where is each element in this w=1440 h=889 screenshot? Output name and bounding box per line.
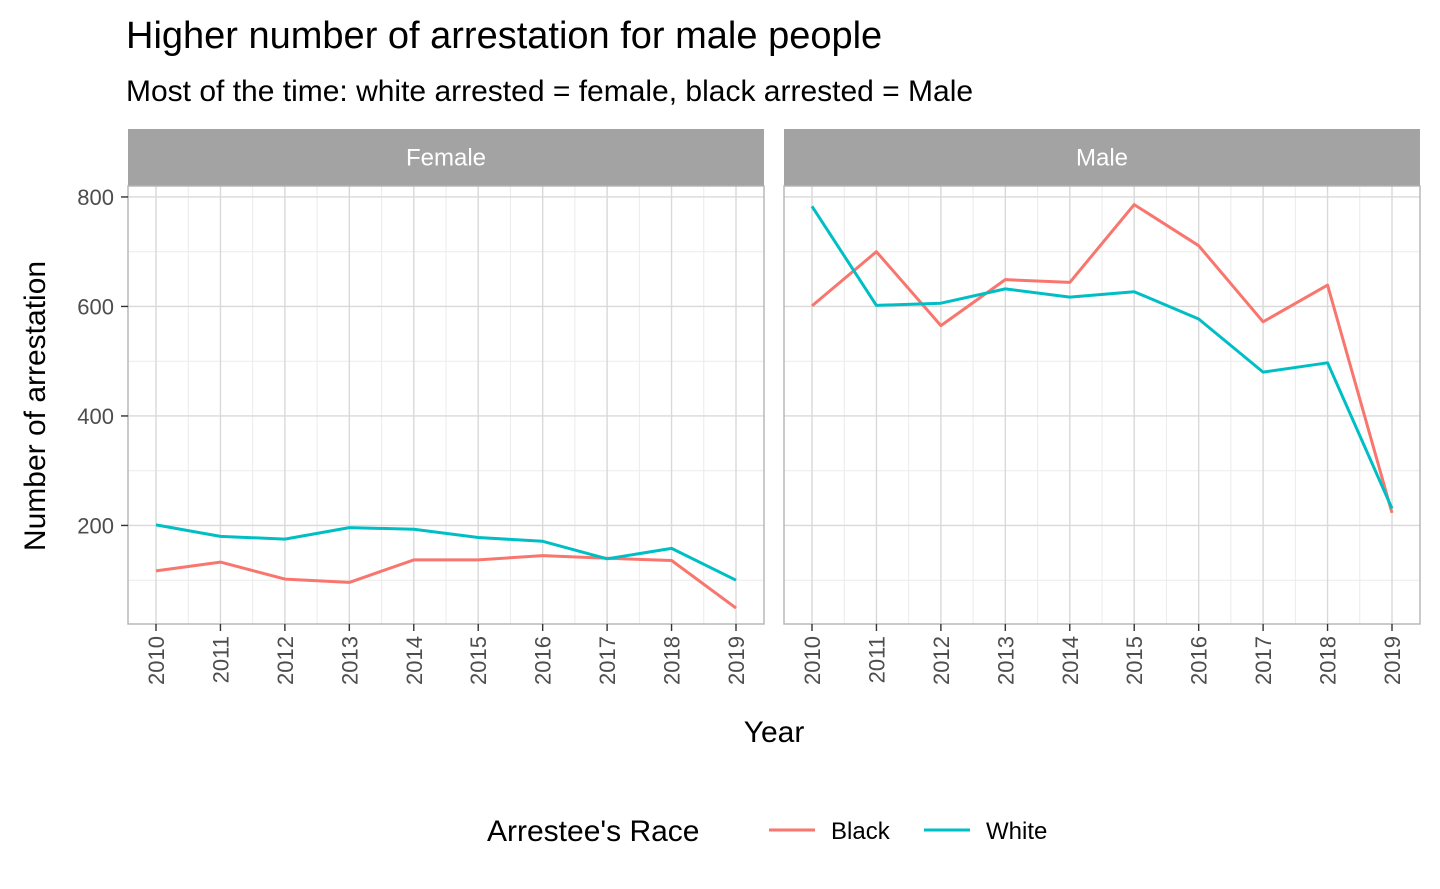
- x-tick-label: 2017: [595, 636, 620, 685]
- x-tick-label: 2019: [1380, 636, 1405, 685]
- x-tick-label: 2010: [800, 636, 825, 685]
- facet-strip: [784, 129, 1420, 186]
- y-tick-label: 600: [77, 294, 114, 319]
- panel-border: [783, 185, 1421, 625]
- y-tick-label: 200: [77, 513, 114, 538]
- chart-subtitle: Most of the time: white arrested = femal…: [126, 75, 973, 108]
- legend-label-white: White: [986, 818, 1047, 845]
- x-tick-label: 2011: [208, 636, 233, 683]
- y-tick-label: 800: [77, 185, 114, 210]
- legend-title: Arrestee's Race: [487, 815, 699, 848]
- facet-panel-male: Male 2010 2011 2012 2013 2014 2015 2016 2017 2018…: [783, 129, 1421, 685]
- facet-panels: Female 2010 2011 2012 2013 2014 2015 2016 2017 20…: [77, 129, 1421, 685]
- x-tick-label: 2018: [1316, 636, 1341, 685]
- x-tick-label: 2010: [144, 636, 169, 685]
- x-tick-label: 2019: [724, 636, 749, 685]
- series-line-white: [155, 523, 737, 582]
- legend-label-black: Black: [831, 818, 891, 845]
- x-tick-label: 2015: [1122, 636, 1147, 685]
- x-tick-label: 2011: [864, 636, 889, 683]
- x-tick-label: 2016: [1187, 636, 1212, 685]
- series-line-white: [810, 205, 1394, 510]
- x-tick-label: 2014: [402, 636, 427, 685]
- x-tick-label: 2017: [1251, 636, 1276, 685]
- x-tick-label: 2012: [273, 636, 298, 685]
- facet-strip-label: Female: [406, 145, 486, 172]
- chart-title: Higher number of arrestation for male pe…: [126, 15, 882, 57]
- x-tick-label: 2015: [466, 636, 491, 685]
- x-tick-label: 2018: [660, 636, 685, 685]
- x-tick-label: 2016: [531, 636, 556, 685]
- x-tick-label: 2012: [929, 636, 954, 685]
- x-axis-title: Year: [744, 716, 805, 749]
- x-tick-label: 2014: [1058, 636, 1083, 685]
- facet-panel-female: Female 2010 2011 2012 2013 2014 2015 2016 2017 20…: [77, 129, 765, 685]
- x-tick-label: 2013: [337, 636, 362, 685]
- legend: Arrestee's Race Black White: [487, 815, 1047, 848]
- y-axis-title: Number of arrestation: [19, 261, 52, 551]
- y-tick-label: 400: [77, 404, 114, 429]
- facet-strip-label: Male: [1076, 145, 1128, 172]
- facet-strip: [128, 129, 764, 186]
- series-line-black: [811, 203, 1394, 514]
- panel-border: [127, 185, 765, 625]
- x-tick-label: 2013: [993, 636, 1018, 685]
- series-line-black: [155, 554, 737, 610]
